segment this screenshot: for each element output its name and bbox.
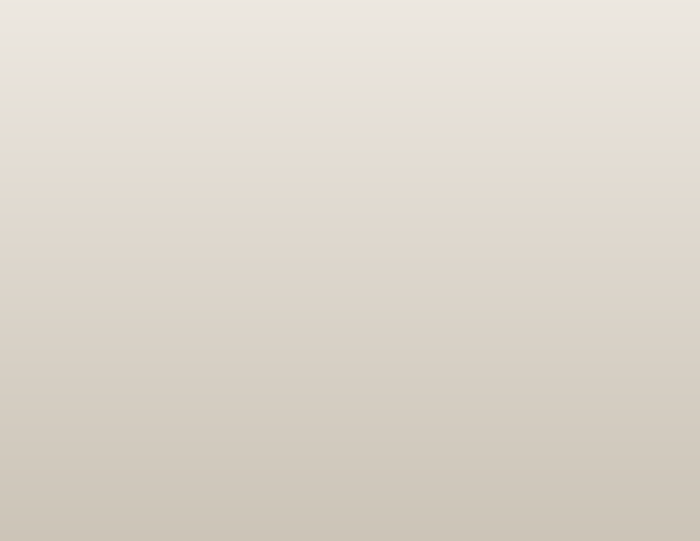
Text: 5: 5 [668, 378, 679, 392]
Text: Manchester: Manchester [118, 269, 210, 283]
Text: 0: 0 [407, 132, 416, 147]
Text: 5. Using NRZI and Manchester digital signal encoding schemes, draw a diagram sho: 5. Using NRZI and Manchester digital sig… [10, 17, 673, 48]
Text: 6. Consider a communication channel with spectrum between 20 MHz and 30 MHz. If : 6. Consider a communication channel with… [10, 331, 682, 380]
Bar [220, 169, 679, 221]
Bar [220, 250, 679, 302]
Text: NRZI: NRZI [172, 188, 210, 202]
Text: 1: 1 [483, 132, 493, 147]
Text: 1: 1 [254, 132, 263, 147]
Text: 1: 1 [330, 132, 340, 147]
Text: 1: 1 [636, 132, 645, 147]
Text: 0: 0 [560, 132, 569, 147]
